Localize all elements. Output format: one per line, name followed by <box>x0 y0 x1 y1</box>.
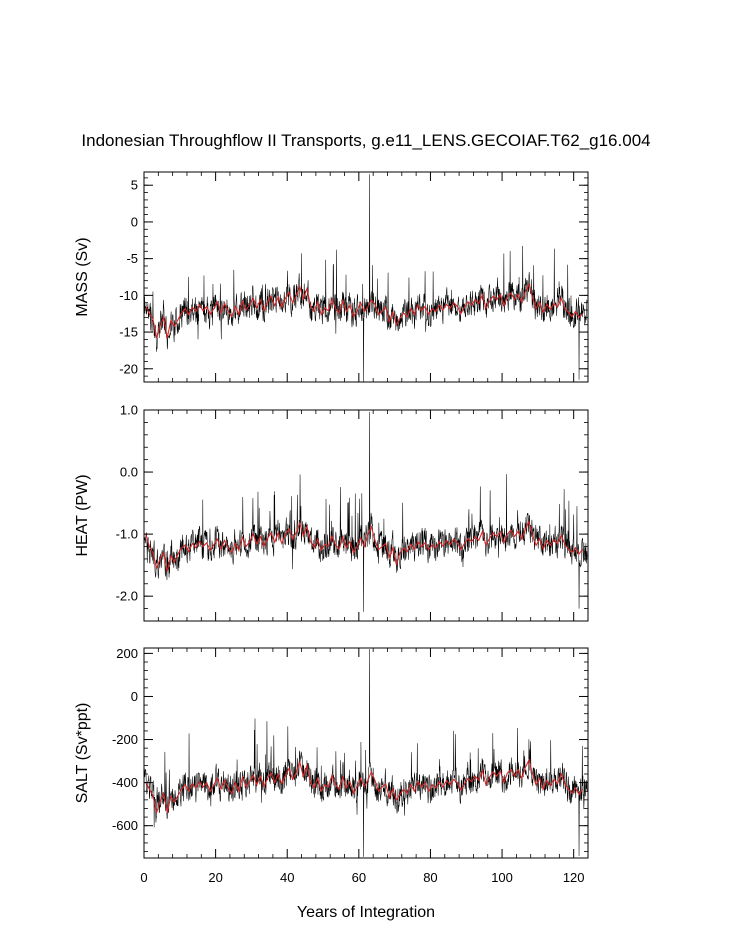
salt-y-tick-label: -600 <box>112 818 138 833</box>
heat-y-tick-label: 1.0 <box>120 403 138 418</box>
x-tick-label: 0 <box>140 870 147 885</box>
x-tick-label: 60 <box>352 870 366 885</box>
salt-monthly-series <box>143 649 588 857</box>
x-tick-label: 80 <box>423 870 437 885</box>
x-tick-label: 120 <box>563 870 585 885</box>
heat-panel: 1.0 0.0 -1.0 -2.0 HEAT (PW) <box>74 403 589 622</box>
salt-y-tick-label: 200 <box>116 646 138 661</box>
salt-plot-frame <box>143 647 589 859</box>
x-axis-label: Years of Integration <box>297 904 435 921</box>
heat-annual-mean-series <box>145 520 584 572</box>
mass-y-tick-label: 5 <box>131 178 138 193</box>
heat-monthly-series <box>143 411 588 612</box>
mass-y-tick-label: 0 <box>131 214 138 229</box>
x-tick-label: 20 <box>208 870 222 885</box>
salt-y-tick-label: -400 <box>112 775 138 790</box>
mass-annual-mean-series <box>145 282 584 339</box>
heat-y-axis-label: HEAT (PW) <box>74 474 91 556</box>
heat-y-tick-label: -1.0 <box>116 527 138 542</box>
salt-y-tick-label: 0 <box>131 689 138 704</box>
chart-title: Indonesian Throughflow II Transports, g.… <box>81 131 650 150</box>
heat-plot-frame <box>143 409 589 622</box>
x-tick-label: 100 <box>491 870 513 885</box>
mass-monthly-series <box>143 174 588 383</box>
mass-y-tick-label: -5 <box>126 251 138 266</box>
mass-y-axis-label: MASS (Sv) <box>74 237 91 316</box>
heat-y-tick-label: -2.0 <box>116 589 138 604</box>
mass-y-tick-label: -10 <box>119 288 138 303</box>
salt-y-tick-label: -200 <box>112 732 138 747</box>
x-tick-label: 40 <box>280 870 294 885</box>
mass-panel: 5 0 -5 -10 -15 -20 MASS (Sv) <box>74 171 589 383</box>
salt-y-axis-label: SALT (Sv*ppt) <box>74 703 91 804</box>
mass-plot-frame <box>143 171 589 383</box>
mass-y-tick-label: -20 <box>119 361 138 376</box>
salt-annual-mean-series <box>145 758 584 815</box>
heat-y-tick-label: 0.0 <box>120 465 138 480</box>
mass-y-tick-label: -15 <box>119 325 138 340</box>
salt-panel: 200 0 -200 -400 -600 SALT (Sv*ppt) 0 20 40 60 80 10… <box>74 646 589 885</box>
